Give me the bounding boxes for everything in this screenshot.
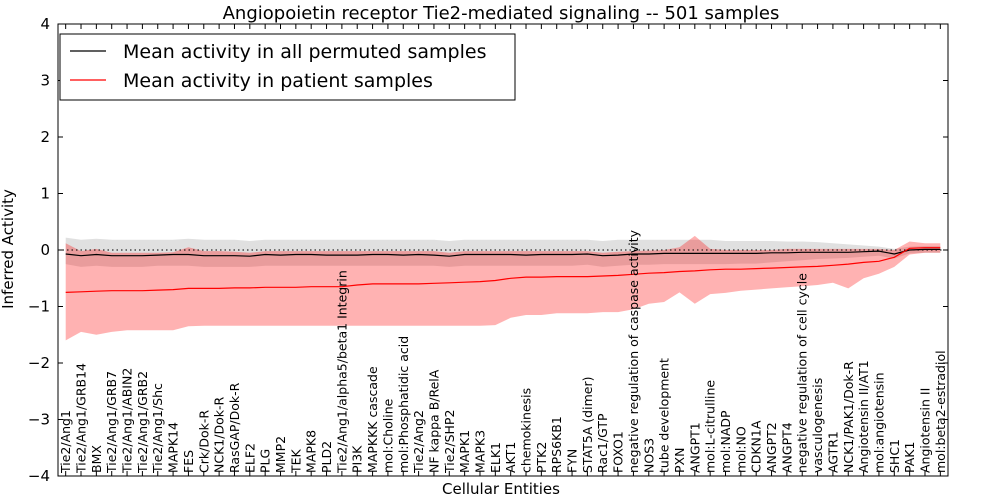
x-tick-label: ANGPT1 (687, 422, 702, 473)
patient-band-layer (65, 235, 941, 341)
x-tick-label: ANGPT4 (779, 422, 794, 473)
chart-title: Angiopoietin receptor Tie2-mediated sign… (223, 3, 780, 24)
permuted-band-layer (65, 237, 941, 267)
x-tick-label: RPS6KB1 (549, 416, 564, 473)
x-tick-label: RasGAP/Dok-R (227, 382, 242, 473)
x-tick-label: PLD2 (319, 441, 334, 473)
y-axis-label: Inferred Activity (0, 189, 17, 309)
x-axis-label: Cellular Entities (442, 480, 560, 498)
x-tick-label: Tie2/Ang1/GRB7 (104, 371, 119, 474)
x-tick-label: ELF2 (242, 443, 257, 473)
x-tick-label: PTK2 (534, 442, 549, 473)
x-tick-label: mol:NO (733, 426, 748, 473)
x-tick-label: mol:Phosphatidic acid (396, 336, 411, 473)
x-tick-label: Tie2/Ang1/alpha5/beta1 Integrin (334, 270, 349, 474)
x-tick-label: mol:angiotensin (871, 372, 886, 473)
x-tick-label: NOS3 (641, 438, 656, 473)
x-tick-label: BMX (89, 445, 104, 473)
y-tick-label: 0 (40, 241, 50, 259)
x-tick-label: MAPKKK cascade (365, 366, 380, 473)
x-tick-label: Angiotensin II/AT1 (856, 360, 871, 473)
x-tick-label: AGTR1 (825, 431, 840, 473)
x-tick-label: PLG (258, 449, 273, 473)
x-tick-label: negative regulation of cell cycle (795, 273, 810, 473)
x-tick-label: PI3K (350, 445, 365, 473)
x-tick-label: Tie2/Ang1/ABIN2 (120, 368, 135, 474)
y-tick-label: 3 (40, 72, 50, 90)
x-tick-label: Tie2/SHP2 (442, 410, 457, 474)
x-tick-label: Rac1/GTP (595, 413, 610, 473)
x-axis: Tie2/Ang1 Tie2/Ang1/GRB14 BMX Tie2/Ang1/GRB… (58, 24, 948, 476)
y-tick-label: 1 (40, 185, 50, 203)
x-tick-label: AKT1 (503, 442, 518, 473)
x-tick-label: FOXO1 (611, 431, 626, 473)
x-tick-label: chemokinesis (519, 388, 534, 473)
x-tick-label: FYN (565, 449, 580, 473)
x-tick-label: MAPK3 (473, 430, 488, 473)
x-tick-label: vasculogenesis (810, 378, 825, 473)
permuted-line-layer (65, 248, 941, 257)
y-tick-label: −2 (28, 354, 50, 372)
x-tick-label: Tie2/Ang1/Shc (150, 383, 165, 474)
x-tick-label: STAT5A (dimer) (580, 377, 595, 473)
x-tick-label: ANGPT2 (764, 422, 779, 473)
x-tick-label: mol:beta2-estradiol (933, 350, 948, 473)
x-tick-label: mol:L-citrulline (703, 380, 718, 473)
x-tick-label: Tie2/Ang1/GRB14 (74, 363, 89, 474)
legend-frame (59, 33, 516, 101)
x-tick-label: mol:NADP (718, 410, 733, 473)
x-tick-label: Tie2/Ang2 (411, 410, 426, 474)
y-axis: −4 −3 −2 −1 0 1 2 3 4 (28, 15, 948, 485)
x-tick-label: mol:Choline (380, 398, 395, 473)
y-tick-label: −4 (28, 467, 50, 485)
x-tick-label: FES (181, 450, 196, 473)
legend-label-patient: Mean activity in patient samples (123, 70, 433, 92)
x-tick-label: Tie2/Ang1/GRB2 (135, 371, 150, 474)
series-line-patient (65, 247, 941, 293)
patient-line-layer (65, 247, 941, 293)
x-tick-label: MMP2 (273, 436, 288, 473)
series-line-permuted (65, 248, 941, 257)
x-tick-label: NCK1/PAK1/Dok-R (841, 361, 856, 473)
x-tick-label: PXN (672, 448, 687, 473)
y-tick-label: −1 (28, 298, 50, 316)
x-tick-label: PAK1 (902, 442, 917, 473)
x-tick-label: CDKN1A (749, 420, 764, 473)
x-tick-label: ELK1 (488, 442, 503, 473)
y-tick-label: 4 (40, 15, 50, 33)
x-tick-label: TEK (288, 448, 303, 474)
x-tick-label: Tie2/Ang1 (58, 410, 73, 474)
legend-label-permuted: Mean activity in all permuted samples (123, 41, 486, 63)
band-patient (65, 235, 941, 341)
legend: Mean activity in all permuted samples Me… (59, 33, 516, 101)
x-tick-label: MAPK1 (457, 430, 472, 473)
x-tick-label: Angiotensin II (918, 388, 933, 473)
x-tick-label: Crk/Dok-R (196, 410, 211, 473)
x-tick-label: MAPK8 (304, 430, 319, 473)
x-tick-label: MAPK14 (166, 422, 181, 473)
y-tick-label: −3 (28, 411, 50, 429)
x-tick-label: tube development (657, 358, 672, 473)
band-permuted (65, 237, 941, 267)
x-tick-label: NF kappa B/RelA (426, 369, 441, 473)
y-tick-label: 2 (40, 128, 50, 146)
x-tick-label: SHC1 (887, 439, 902, 473)
x-tick-label: NCK1/Dok-R (212, 397, 227, 473)
x-tick-label: negative regulation of caspase activity (626, 229, 641, 473)
